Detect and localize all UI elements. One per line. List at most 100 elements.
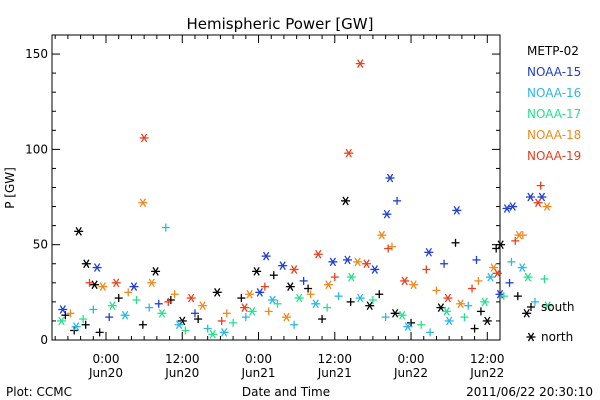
y-axis-label: P [GW] <box>3 167 17 209</box>
data-point-south <box>492 244 501 253</box>
x-tick-date-label: Jun21 <box>241 366 276 380</box>
legend-entry: METP-02 <box>527 44 579 58</box>
data-point-north <box>342 255 352 265</box>
legend-entry: NOAA-16 <box>527 86 581 100</box>
data-point-north <box>370 265 380 274</box>
data-point-south <box>346 297 355 306</box>
timestamp: 2011/06/22 20:30:10 <box>466 385 593 399</box>
data-point-north <box>424 247 434 257</box>
data-point-north <box>74 226 84 236</box>
data-point-north <box>81 259 91 269</box>
data-point-south <box>164 297 173 306</box>
data-point-south <box>375 290 384 299</box>
data-point-south <box>273 299 282 308</box>
data-point-south <box>222 309 231 318</box>
data-point-north <box>58 305 68 314</box>
data-point-north <box>252 267 262 276</box>
data-point-north <box>397 310 407 320</box>
data-point-south <box>264 307 273 316</box>
legend: METP-02 NOAA-15 NOAA-16 NOAA-17 NOAA-18 NOAA-… <box>526 44 581 344</box>
data-point-north <box>120 310 130 320</box>
data-point-north <box>278 261 288 271</box>
data-point-north <box>400 276 410 286</box>
data-point-south <box>417 320 426 329</box>
data-point-south <box>154 299 163 308</box>
x-tick-time-label: 12:00 <box>165 352 200 366</box>
data-point-south <box>470 324 479 333</box>
data-point-south <box>464 301 473 310</box>
data-point-south <box>323 303 332 312</box>
data-point-north <box>390 308 400 318</box>
data-point-north <box>245 289 255 299</box>
data-point-north <box>98 282 108 291</box>
data-point-north <box>129 282 139 291</box>
data-point-north <box>268 295 278 305</box>
data-point-south <box>440 259 449 268</box>
data-point-north <box>174 320 184 330</box>
x-tick-time-label: 12:00 <box>470 352 505 366</box>
data-point-north <box>344 148 354 158</box>
data-point-north <box>502 204 512 213</box>
data-point-north <box>92 263 102 272</box>
data-point-south <box>387 242 396 251</box>
data-point-south <box>95 328 104 337</box>
data-point-north <box>313 249 323 259</box>
data-point-south <box>114 294 123 303</box>
data-point-north <box>107 301 117 311</box>
data-point-north <box>139 133 149 143</box>
data-point-south <box>85 278 94 287</box>
data-point-north <box>489 263 499 272</box>
data-point-south <box>468 284 477 293</box>
data-point-north <box>289 265 299 274</box>
data-point-south <box>190 309 199 318</box>
legend-marker-label: north <box>541 330 573 344</box>
data-point-north <box>198 301 208 311</box>
data-point-north <box>281 312 291 322</box>
data-point-south <box>66 309 75 318</box>
data-point-south <box>269 271 278 280</box>
x-tick-time-label: 0:00 <box>245 352 272 366</box>
data-point-south <box>384 244 393 253</box>
data-point-south <box>334 292 343 301</box>
data-point-south <box>381 313 390 322</box>
data-point-south <box>217 316 226 325</box>
data-point-north <box>355 59 365 68</box>
data-point-south <box>306 290 315 299</box>
legend-entry: NOAA-17 <box>527 107 581 121</box>
x-axis: 0:00Jun2012:00Jun200:00Jun2112:00Jun210:… <box>54 35 505 380</box>
data-point-north <box>482 316 492 326</box>
data-point-north <box>526 332 536 342</box>
data-point-north <box>523 272 533 282</box>
data-point-north <box>219 328 229 337</box>
data-point-north <box>151 267 161 276</box>
data-point-north <box>452 206 462 215</box>
plot-credit: Plot: CCMC <box>6 385 72 399</box>
legend-entry: NOAA-18 <box>527 128 581 142</box>
data-point-south <box>472 255 481 264</box>
data-point-south <box>89 305 98 314</box>
y-axis: 0 50 100 150 <box>25 34 500 347</box>
data-point-south <box>426 328 435 337</box>
data-point-north <box>157 308 167 318</box>
x-tick-date-label: Jun21 <box>317 366 352 380</box>
data-point-north <box>522 308 532 318</box>
data-point-south <box>499 292 508 301</box>
data-point-north <box>294 293 304 303</box>
data-point-north <box>328 257 338 267</box>
data-point-south <box>507 257 516 266</box>
data-point-south <box>161 223 170 232</box>
data-point-north <box>247 307 257 316</box>
data-point-north <box>480 297 490 307</box>
data-point-south <box>407 318 416 327</box>
data-point-south <box>505 278 514 287</box>
data-point-south <box>290 320 299 329</box>
data-point-north <box>208 329 218 339</box>
x-tick-date-label: Jun20 <box>88 366 123 380</box>
data-point-north <box>508 202 518 211</box>
data-point-south <box>124 288 133 297</box>
data-point-north <box>517 263 527 272</box>
data-point-south <box>422 265 431 274</box>
data-point-north <box>353 257 363 267</box>
data-point-north <box>443 293 453 303</box>
data-point-south <box>81 320 90 329</box>
